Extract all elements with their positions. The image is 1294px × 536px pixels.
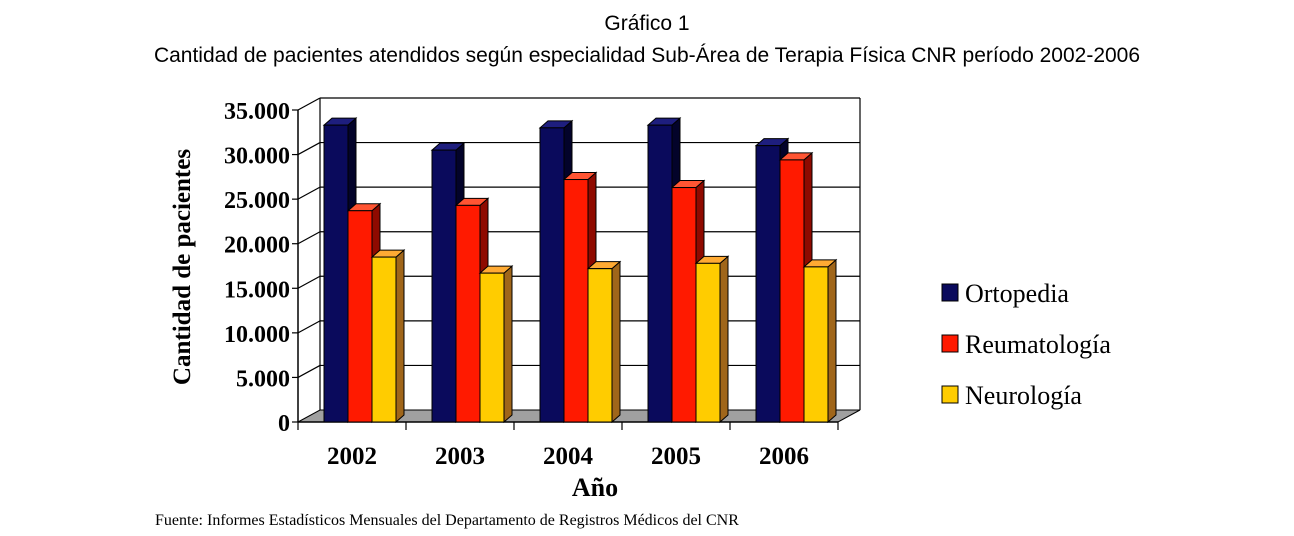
bar-front [587, 268, 613, 423]
chart-title: Gráfico 1 [604, 12, 690, 35]
bar-side [611, 260, 621, 424]
chart-subtitle: Cantidad de pacientes atendidos según es… [153, 44, 1141, 67]
gridline-side [297, 97, 321, 111]
legend-swatch [941, 334, 959, 353]
bar-side [395, 248, 405, 424]
legend-swatch [941, 283, 959, 302]
bar-front [803, 266, 829, 423]
gridline-side [297, 186, 321, 200]
legend-label: Ortopedia [965, 279, 1069, 308]
bar-front [779, 159, 805, 423]
x-axis-label: Año [572, 473, 618, 502]
bar-front [431, 149, 457, 423]
gridline-side [297, 142, 321, 156]
bar-front [323, 124, 349, 423]
bar-front [479, 272, 505, 423]
y-tick-label: 15.000 [224, 277, 290, 303]
y-tick-label: 5.000 [236, 366, 290, 392]
bar-front [455, 204, 481, 423]
bar-side [719, 255, 729, 424]
bar [694, 255, 730, 424]
x-tick-label: 2006 [759, 443, 809, 470]
legend-label: Neurología [965, 381, 1082, 410]
x-tick-label: 2005 [651, 443, 701, 470]
bar-front [539, 127, 565, 423]
y-axis-label: Cantidad de pacientes [169, 149, 196, 385]
gridline-side [297, 364, 321, 378]
x-tick-label: 2002 [327, 443, 377, 470]
source-note: Fuente: Informes Estadísticos Mensuales … [155, 512, 739, 529]
y-tick-label: 25.000 [224, 188, 290, 214]
bar-front [755, 145, 781, 423]
y-tick-label: 30.000 [224, 144, 290, 170]
y-tick-label: 0 [278, 411, 290, 437]
bar-front [671, 187, 697, 423]
y-tick-label: 35.000 [224, 99, 290, 125]
x-tick-label: 2003 [435, 443, 485, 470]
bar-front [563, 179, 589, 423]
legend-label: Reumatología [965, 330, 1111, 359]
x-tick-label: 2004 [543, 443, 594, 470]
bar [802, 258, 838, 424]
bar-side [827, 258, 837, 424]
bar-front [647, 124, 673, 423]
bar-front [371, 256, 397, 423]
bar-side [503, 265, 513, 424]
bar [370, 248, 406, 424]
gridline-side [297, 320, 321, 334]
y-tick-label: 20.000 [224, 233, 290, 259]
legend-swatch [941, 385, 959, 404]
gridline-side [297, 275, 321, 289]
y-tick-label: 10.000 [224, 322, 290, 348]
bar [538, 119, 574, 424]
bar [478, 265, 514, 424]
gridline-side [297, 231, 321, 245]
bar [586, 260, 622, 424]
bar-front [695, 262, 721, 423]
bar-front [347, 210, 373, 423]
